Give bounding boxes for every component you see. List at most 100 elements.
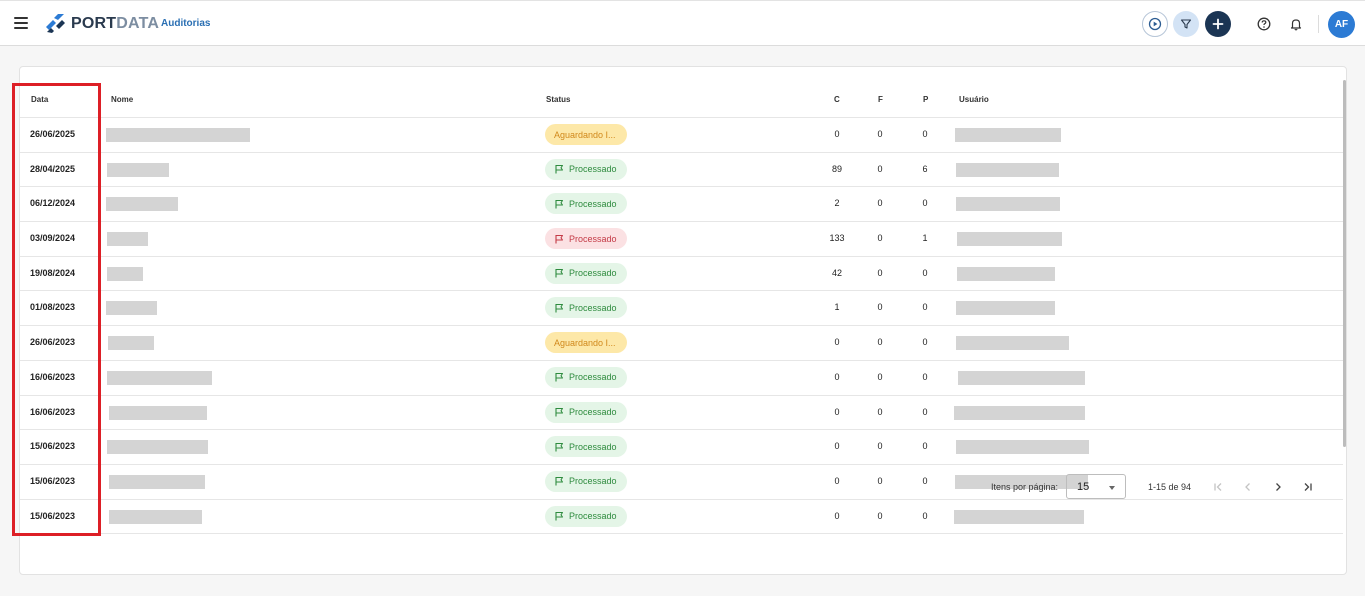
status-badge-processado[interactable]: Processado: [545, 401, 627, 423]
column-header-data[interactable]: Data: [31, 95, 49, 104]
column-header-nome[interactable]: Nome: [111, 95, 134, 104]
play-button[interactable]: [1142, 11, 1168, 37]
status-badge-processado[interactable]: Processado: [545, 297, 627, 319]
status-badge-processado[interactable]: Processado: [545, 470, 627, 492]
cell-p: 0: [922, 441, 928, 452]
status-badge-processado[interactable]: Processado: [545, 366, 627, 388]
help-button[interactable]: [1251, 11, 1277, 37]
cell-f: 0: [877, 267, 883, 278]
first-page-button[interactable]: [1209, 478, 1227, 496]
cell-c: 0: [834, 129, 840, 139]
cell-c: 0: [834, 337, 840, 348]
table-row[interactable]: 01/08/2023 Processado 1 0 0: [20, 291, 1343, 327]
status-badge-processado[interactable]: Processado: [545, 436, 627, 458]
top-bar: PORTDATA Auditorias AF: [0, 0, 1365, 46]
redacted-name: [107, 266, 143, 281]
cell-date: 26/06/2023: [30, 337, 76, 348]
first-page-icon: [1214, 483, 1222, 491]
cell-date: 01/08/2023: [30, 302, 76, 313]
redacted-user: [957, 266, 1055, 281]
table-row[interactable]: 16/06/2023 Processado 0 0 0: [20, 396, 1343, 431]
cell-f: 0: [877, 371, 883, 382]
cell-date: 16/06/2023: [30, 406, 76, 417]
table-row[interactable]: 15/06/2023 Processado 0 0 0: [20, 500, 1343, 535]
status-text: Processado: [569, 407, 617, 417]
breadcrumb[interactable]: Auditorias: [161, 18, 211, 29]
column-header-f[interactable]: F: [878, 95, 883, 104]
cell-f: 0: [877, 337, 883, 348]
status-text: Processado: [569, 268, 617, 279]
redacted-user: [956, 162, 1059, 177]
column-header-p[interactable]: P: [923, 95, 929, 104]
avatar[interactable]: AF: [1328, 11, 1355, 38]
pagination-range: 1-15 de 94: [1148, 482, 1192, 492]
column-header-usuario[interactable]: Usuário: [959, 95, 989, 104]
cell-p: 0: [922, 337, 928, 348]
status-badge-erro[interactable]: Processado: [545, 228, 627, 250]
logo[interactable]: PORTDATA: [44, 14, 159, 34]
cell-date: 03/09/2024: [30, 233, 76, 244]
redacted-user: [956, 440, 1089, 455]
flag-icon: [555, 442, 563, 452]
add-button[interactable]: [1205, 11, 1231, 37]
redacted-user: [956, 336, 1069, 351]
table-row[interactable]: 26/06/2023 Aguardando I... 0 0 0: [20, 326, 1343, 361]
flag-icon: [555, 373, 563, 382]
cell-p: 0: [922, 475, 928, 486]
column-header-c[interactable]: C: [834, 95, 840, 104]
menu-icon[interactable]: [14, 17, 28, 29]
status-badge-aguardando[interactable]: Aguardando I...: [545, 332, 627, 354]
table-row[interactable]: 28/04/2025 Processado 89 0 6: [20, 153, 1343, 188]
redacted-user: [956, 197, 1060, 212]
redacted-user: [955, 474, 1088, 489]
previous-page-button[interactable]: [1239, 478, 1257, 496]
redacted-user: [954, 405, 1085, 420]
status-text: Aguardando I...: [554, 129, 616, 140]
table-row[interactable]: 26/06/2025 Aguardando I... 0 0 0: [20, 118, 1343, 153]
cell-f: 0: [877, 406, 883, 417]
table-header: Data Nome Status C F P Usuário: [20, 81, 1343, 118]
redacted-name: [109, 405, 207, 420]
items-per-page-select[interactable]: 15: [1066, 474, 1126, 499]
table-row[interactable]: 16/06/2023 Processado 0 0 0: [20, 361, 1343, 396]
next-page-button[interactable]: [1269, 478, 1287, 496]
cell-f: 0: [877, 198, 883, 209]
status-text: Processado: [569, 511, 617, 522]
cell-p: 0: [922, 406, 928, 417]
bell-icon: [1290, 19, 1302, 31]
cell-c: 0: [834, 371, 840, 382]
status-text: Processado: [569, 302, 617, 313]
cell-p: 6: [922, 163, 928, 174]
cell-f: 0: [877, 233, 883, 244]
logo-text: PORTDATA: [71, 15, 160, 32]
table-row[interactable]: 06/12/2024 Processado 2 0 0: [20, 187, 1343, 223]
table-row[interactable]: 15/06/2023 Processado 0 0 0: [20, 430, 1343, 465]
redacted-name: [107, 440, 208, 455]
cell-p: 1: [922, 233, 928, 244]
cell-c: 1: [834, 302, 840, 313]
redacted-user: [958, 370, 1085, 385]
cell-date: 06/12/2024: [30, 198, 76, 209]
scrollbar[interactable]: [1343, 80, 1346, 447]
plus-icon: [1212, 18, 1224, 30]
redacted-name: [106, 301, 157, 316]
last-page-icon: [1304, 483, 1312, 491]
status-badge-processado[interactable]: Processado: [545, 193, 627, 215]
filter-button[interactable]: [1173, 11, 1199, 37]
table-row[interactable]: 15/06/2023 Processado 0 0 0: [20, 465, 1343, 500]
status-badge-processado[interactable]: Processado: [545, 158, 627, 180]
notifications-button[interactable]: [1283, 11, 1309, 37]
column-header-status[interactable]: Status: [546, 95, 571, 104]
flag-icon: [555, 477, 563, 486]
cell-date: 19/08/2024: [30, 267, 76, 278]
table-row[interactable]: 19/08/2024 Processado 42 0 0: [20, 257, 1343, 292]
status-badge-processado[interactable]: Processado: [545, 505, 627, 527]
last-page-button[interactable]: [1299, 478, 1317, 496]
status-badge-processado[interactable]: Processado: [545, 262, 627, 284]
cell-f: 0: [877, 441, 883, 452]
redacted-name: [107, 370, 212, 385]
status-badge-aguardando[interactable]: Aguardando I...: [545, 124, 627, 145]
cell-p: 0: [922, 198, 928, 209]
table-row[interactable]: 03/09/2024 Processado 133 0 1: [20, 222, 1343, 257]
table-body: 26/06/2025 Aguardando I... 0 0 0 28/04/2025 Pr…: [20, 118, 1343, 535]
